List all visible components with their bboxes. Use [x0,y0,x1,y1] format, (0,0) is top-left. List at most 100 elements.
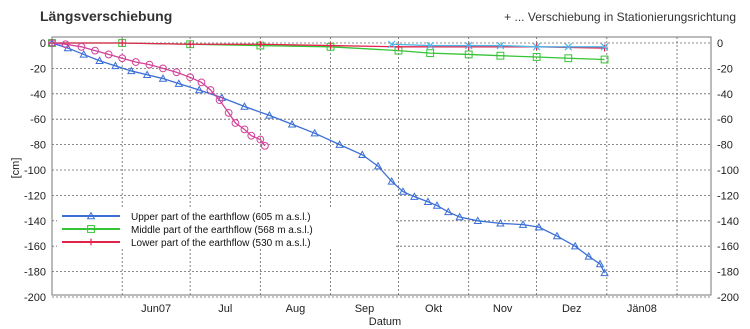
y-tick-label-right: -140 [717,216,739,228]
series-2 [48,39,608,52]
direction-note: + ... Verschiebung in Stationierungsrich… [504,10,736,24]
x-axis: Jun07 Jul Aug Sep Okt Nov Dez Jän08 [141,303,657,315]
data-point [95,56,104,64]
x-tick-label: Aug [286,303,306,315]
data-point [91,46,99,55]
data-point [287,119,297,128]
series-line [51,42,266,147]
data-point [186,40,194,48]
data-point [310,128,319,137]
data-point [496,218,505,227]
data-point [432,201,442,209]
legend-label: Lower part of the earthflow (530 m a.s.l… [131,238,311,249]
data-point [358,150,367,158]
data-point [552,231,562,240]
y-tick-label: -200 [24,292,46,304]
legend-label: Middle part of the earthflow (568 m a.s.… [131,225,313,236]
data-point [260,141,269,150]
y-tick-label: -100 [24,165,46,177]
y-axis-label: [cm] [10,158,22,179]
data-point [534,222,544,231]
x-tick-label: Sep [355,303,375,315]
data-point [256,135,265,144]
y-axis-right: 0 -20 -40 -60 -80 -100 -120 -140 -160 -180 -200 [717,38,739,304]
y-tick-label: -60 [30,114,46,126]
data-point [387,177,396,185]
plot-frame [51,36,712,296]
data-point [131,58,140,66]
chart-title: Längsverschiebung [40,8,173,24]
y-tick-label-right: -20 [717,63,733,75]
y-tick-label-right: -100 [717,165,739,177]
y-tick-label-right: -160 [717,241,739,253]
series-3 [48,39,269,150]
data-point [87,225,95,233]
data-point [215,96,224,105]
data-point [600,268,609,277]
y-tick-label-right: -40 [717,89,733,101]
data-point [601,44,608,52]
data-point [426,49,435,58]
x-tick-label: Dez [562,303,582,315]
data-point [600,55,609,64]
data-point [197,78,206,87]
data-point [496,41,505,50]
y-tick-label: -20 [30,63,46,75]
y-tick-label: -120 [24,190,46,202]
data-point [410,192,419,200]
data-point [373,161,383,170]
data-point [532,42,541,51]
y-tick-label-right: -200 [717,292,739,304]
x-tick-label: Jän08 [627,303,657,315]
data-point [387,40,396,49]
x-tick-label: Jul [218,303,232,315]
data-point [464,50,473,59]
data-point [87,238,95,246]
series-0 [47,38,609,277]
data-point [186,73,195,82]
data-point [61,40,70,49]
y-tick-label: -80 [30,140,46,152]
data-point [77,42,86,51]
y-tick-label-right: -120 [717,190,739,202]
data-point [111,61,120,70]
data-point [465,43,473,51]
data-point [426,41,435,50]
data-point [159,64,167,73]
data-point [256,40,264,48]
data-point [595,259,605,268]
y-tick-label: -180 [24,267,46,279]
data-point [335,140,344,148]
data-point [240,125,249,134]
data-point [118,39,126,47]
data-point [265,110,274,119]
data-point [79,50,88,58]
data-point [174,79,184,87]
y-tick-label: 0 [40,38,46,50]
data-point [600,42,609,51]
y-tick-label: -140 [24,216,46,228]
data-point [194,85,204,94]
data-point [518,220,528,228]
y-tick-label-right: -180 [717,267,739,279]
x-axis-label: Datum [369,316,401,328]
data-point [206,86,215,94]
data-point [327,42,334,49]
data-point [455,212,464,221]
y-axis-left: 0 -20 -40 -60 -80 -100 -120 -140 -160 -180 -200 [24,38,46,304]
data-point [158,74,168,82]
series-line [51,42,606,274]
y-tick-label-right: -60 [717,114,733,126]
x-tick-label: Jun07 [141,303,171,315]
y-tick-label: -160 [24,241,46,253]
data-point [118,54,127,63]
data-point [464,41,473,50]
data-point [142,70,152,78]
data-point [398,187,408,195]
data-point [172,68,181,77]
legend: Upper part of the earthflow (605 m a.s.l… [57,207,395,249]
data-point [145,60,154,69]
data-point [86,211,96,220]
x-tick-label: Okt [425,303,442,315]
